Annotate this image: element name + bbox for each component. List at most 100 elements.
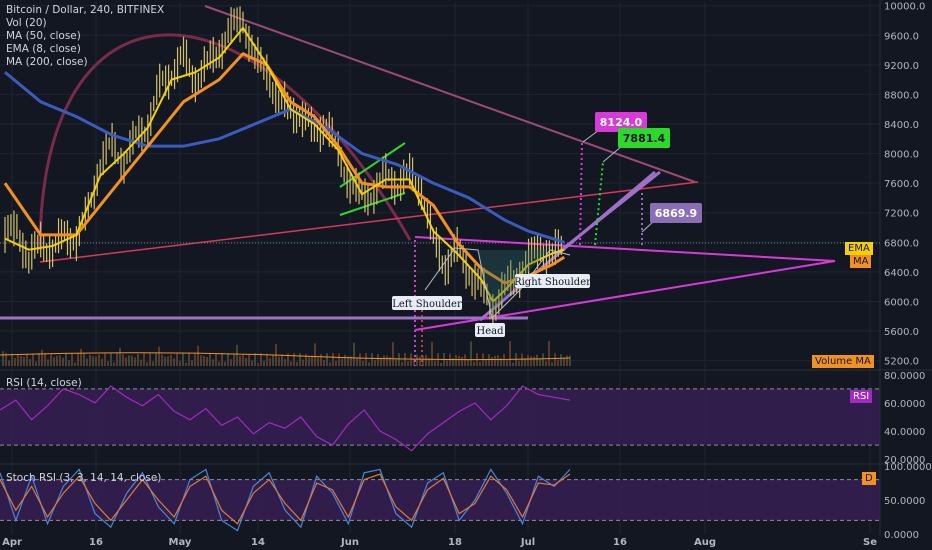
rsi-band	[0, 388, 880, 446]
volume-bar	[149, 353, 151, 366]
volume-bar	[125, 357, 127, 366]
stoch-tick-label: 0.0000	[884, 530, 919, 541]
volume-bar	[518, 360, 520, 366]
volume-bar	[569, 355, 571, 366]
volume-bar	[197, 345, 199, 366]
stoch-d-line	[0, 473, 571, 525]
volume-bar	[503, 353, 505, 366]
price-tick-label: 6400.0	[884, 268, 919, 279]
volume-bar	[413, 358, 415, 366]
legend-item-ma200[interactable]: MA (200, close)	[6, 56, 88, 68]
volume-bar	[470, 341, 472, 366]
volume-bar	[320, 353, 322, 366]
red-trendline	[39, 181, 699, 263]
volume-bar	[158, 346, 160, 366]
rsi-pane-label[interactable]: RSI (14, close)	[6, 377, 82, 389]
stoch-band	[0, 479, 880, 521]
volume-bar	[8, 360, 10, 366]
volume-bar	[473, 361, 475, 366]
volume-bar	[185, 362, 187, 366]
volume-bar	[494, 355, 496, 366]
volume-bar	[407, 361, 409, 366]
volume-bar	[350, 356, 352, 366]
volume-bar	[164, 356, 166, 366]
target-price-label: 6869.9	[655, 207, 697, 220]
volume-bar	[5, 353, 7, 366]
price-tick-label: 9200.0	[884, 61, 919, 72]
volume-bar	[170, 354, 172, 366]
volume-bar	[464, 354, 466, 366]
time-tick-label: Aug	[694, 537, 716, 548]
volume-bar	[359, 353, 361, 366]
stoch-d-tag: D	[862, 472, 876, 485]
legend-item-ema8[interactable]: EMA (8, close)	[6, 43, 81, 55]
ma-price-tag: MA	[850, 255, 872, 268]
volume-bar	[80, 348, 82, 366]
volume-bar	[434, 360, 436, 366]
chart-legend: Bitcoin / Dollar, 240, BITFINEX Vol (20)…	[6, 4, 164, 69]
volume-bar	[191, 360, 193, 366]
volume-bar	[140, 359, 142, 366]
price-tick-label: 7600.0	[884, 179, 919, 190]
volume-bar	[119, 347, 121, 366]
volume-bar	[533, 356, 535, 366]
volume-bar	[497, 355, 499, 366]
volume-bar	[17, 355, 19, 366]
volume-bar	[305, 354, 307, 366]
pattern-label: Head	[476, 326, 504, 337]
volume-bar	[440, 362, 442, 366]
volume-bar	[284, 358, 286, 366]
volume-bar	[542, 353, 544, 366]
volume-bar	[512, 362, 514, 366]
price-tick-label: 8400.0	[884, 120, 919, 131]
volume-bar	[395, 359, 397, 366]
stoch-pane-label[interactable]: Stoch RSI (3, 3, 14, 14, close)	[6, 472, 162, 484]
volume-bar	[551, 362, 553, 366]
volume-bar	[383, 355, 385, 366]
volume-bar	[311, 355, 313, 366]
target-price-label: 7881.4	[623, 132, 666, 145]
volume-bar	[290, 361, 292, 366]
volume-bar	[347, 356, 349, 366]
legend-item-vol[interactable]: Vol (20)	[6, 17, 47, 29]
volume-bar	[548, 341, 550, 366]
target-price-badge	[650, 203, 702, 223]
rsi-tick-label: 80.0000	[884, 371, 925, 382]
volume-bar	[137, 354, 139, 366]
time-tick-label: Jun	[340, 537, 359, 548]
volume-bar	[53, 357, 55, 366]
volume-bar	[251, 360, 253, 366]
volume-bar	[365, 353, 367, 366]
volume-bar	[563, 357, 565, 366]
volume-bar	[233, 354, 235, 366]
volume-bar	[401, 362, 403, 366]
volume-bar	[2, 351, 4, 366]
volume-bar	[179, 360, 181, 366]
volume-bar	[500, 357, 502, 366]
volume-bar	[230, 359, 232, 366]
volume-bar	[134, 357, 136, 366]
legend-item-ma50[interactable]: MA (50, close)	[6, 30, 81, 42]
volume-bar	[143, 353, 145, 366]
volume-bar	[173, 358, 175, 366]
volume-bar	[329, 362, 331, 366]
volume-bar	[56, 355, 58, 366]
volume-bar	[341, 358, 343, 366]
volume-bar	[44, 353, 46, 366]
volume-bar	[389, 357, 391, 366]
volume-bar	[107, 361, 109, 366]
target-price-badge	[618, 128, 670, 148]
volume-bar	[248, 353, 250, 366]
volume-bar	[257, 362, 259, 366]
volume-bar	[356, 358, 358, 366]
volume-bar	[260, 353, 262, 366]
volume-bar	[161, 354, 163, 366]
ema8-line	[4, 26, 565, 303]
pattern-label: Left Shoulder	[392, 299, 462, 310]
volume-bar	[353, 342, 355, 366]
ema-price-tag: EMA	[845, 242, 873, 255]
volume-bar	[74, 362, 76, 366]
volume-bar	[554, 353, 556, 366]
volume-bar	[89, 354, 91, 366]
